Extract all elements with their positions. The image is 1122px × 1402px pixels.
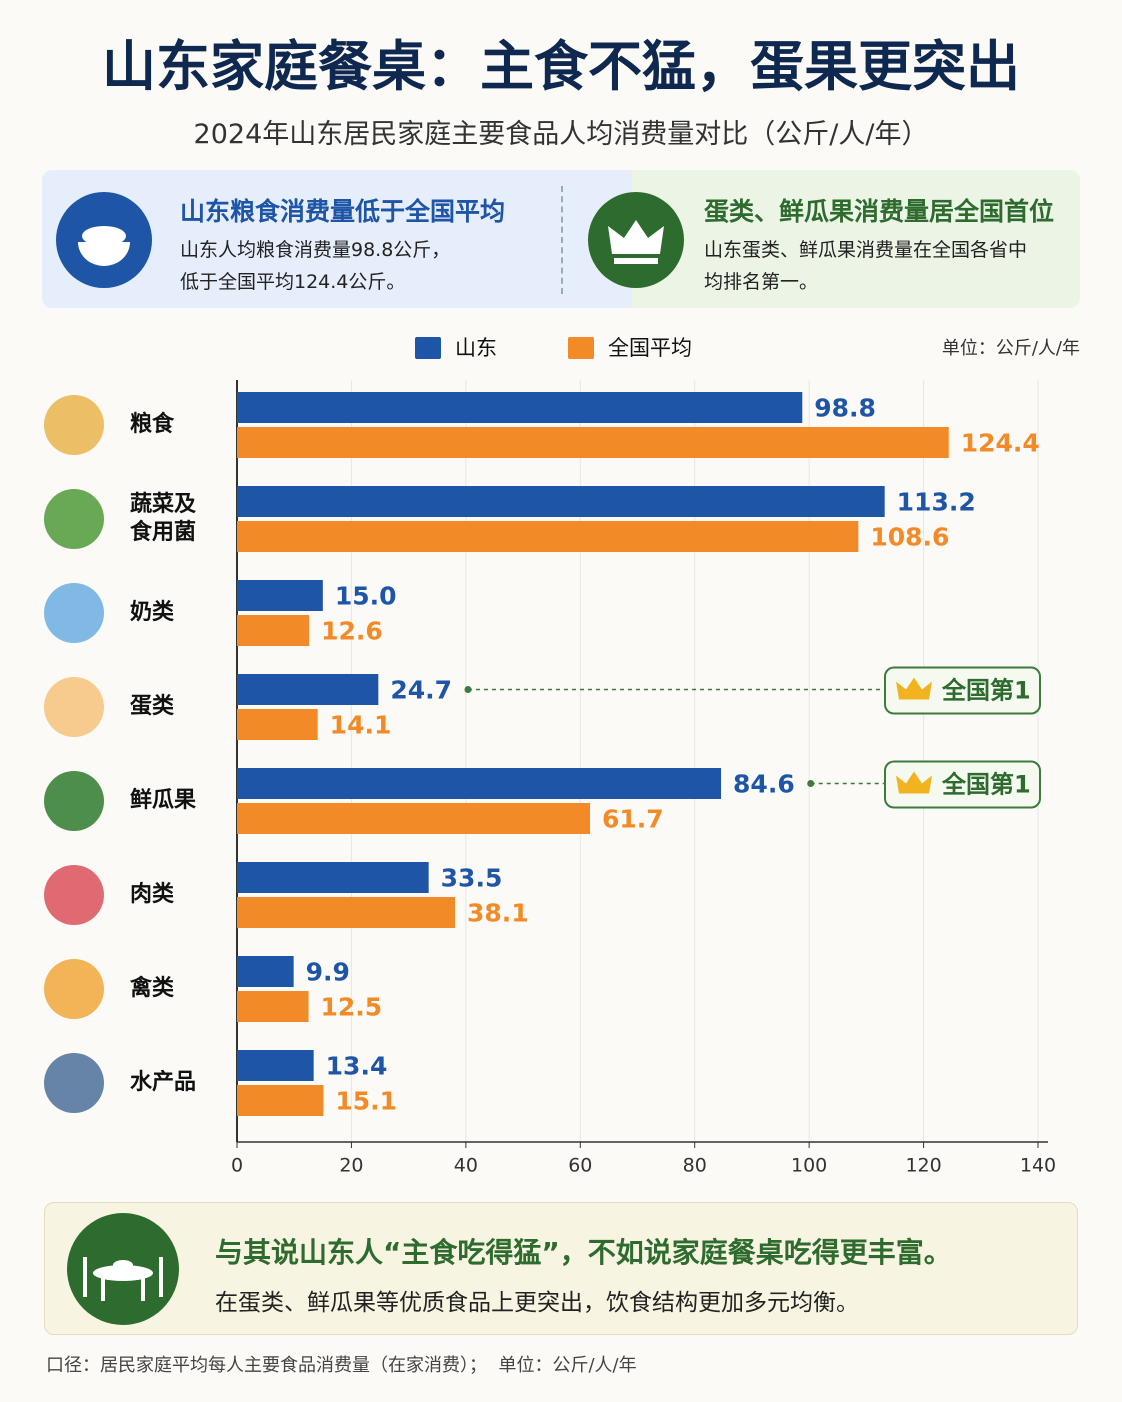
x-tick-label: 120 — [905, 1155, 941, 1177]
bar — [237, 1050, 314, 1081]
category-icon — [44, 395, 104, 455]
category-icon — [44, 865, 104, 925]
subtitle: 2024年山东居民家庭主要食品人均消费量对比（公斤/人/年） — [193, 119, 929, 150]
annotation-badge — [884, 760, 1041, 809]
icon — [56, 192, 152, 288]
value-label: 61.7 — [602, 805, 664, 834]
y-tick-label: 奶类 — [130, 600, 175, 625]
value-label: 15.0 — [335, 582, 397, 611]
icon — [67, 1213, 179, 1325]
bar — [237, 803, 591, 834]
crown — [896, 771, 932, 794]
value-label: 9.9 — [306, 958, 350, 987]
bar — [237, 897, 455, 928]
y-tick-label: 蛋类 — [130, 694, 175, 719]
value-label: 108.6 — [870, 523, 949, 552]
annotation-badge — [884, 666, 1041, 715]
category-icon — [44, 1053, 104, 1113]
legend-label: 全国平均 — [608, 336, 692, 360]
value-label: 13.4 — [326, 1052, 388, 1081]
x-tick-label: 60 — [568, 1155, 592, 1177]
x-tick-label: 20 — [339, 1155, 363, 1177]
x-tick-label: 0 — [231, 1155, 243, 1177]
line: 山东人均粮食消费量98.8公斤， — [180, 239, 451, 261]
legend-swatch — [568, 337, 594, 359]
x-tick-label: 40 — [454, 1155, 478, 1177]
bar — [237, 1085, 324, 1116]
conclusion-box: 与其说山东人“主食吃得猛”，不如说家庭餐桌吃得更丰富。 在蛋类、鲜瓜果等优质食品… — [44, 1202, 1078, 1335]
category-icon — [44, 677, 104, 737]
bar — [237, 674, 379, 705]
annotation-label: 全国第1 — [941, 771, 1031, 799]
card: 蛋类、鲜瓜果消费量居全国首位 山东蛋类、鲜瓜果消费量在全国各省中 均排名第一。 — [588, 170, 1080, 308]
bar — [237, 427, 949, 458]
bar — [237, 580, 323, 611]
footnote: 口径：居民家庭平均每人主要食品消费量（在家消费）； 单位：公斤/人/年 — [46, 1355, 637, 1376]
divider — [561, 186, 563, 294]
line: 山东蛋类、鲜瓜果消费量在全国各省中 — [704, 239, 1028, 261]
crown — [896, 677, 932, 700]
chart: 山东 全国平均 单位：公斤/人/年 0 20 40 60 80 100 120 140 98.8 124… — [0, 325, 1122, 1185]
value-label: 14.1 — [330, 711, 392, 740]
x-tick-label: 100 — [791, 1155, 827, 1177]
card-text: 山东人均粮食消费量98.8公斤， 低于全国平均124.4公斤。 — [180, 234, 450, 298]
legend-label: 山东 — [455, 336, 497, 360]
category-icon — [44, 771, 104, 831]
value-label: 15.1 — [335, 1087, 397, 1116]
value-label: 38.1 — [467, 899, 529, 928]
value-label: 24.7 — [390, 676, 452, 705]
bar — [237, 521, 859, 552]
card: 山东粮食消费量低于全国平均 山东人均粮食消费量98.8公斤， 低于全国平均124.… — [42, 170, 632, 308]
value-label: 124.4 — [961, 429, 1040, 458]
icon — [588, 192, 684, 288]
chart-svg: 山东 全国平均 单位：公斤/人/年 0 20 40 60 80 100 120 140 98.8 124… — [44, 336, 1080, 1177]
card-text: 山东蛋类、鲜瓜果消费量在全国各省中 均排名第一。 — [704, 234, 1027, 298]
bar — [237, 486, 885, 517]
y-tick-label: 蔬菜及食用菌 — [130, 492, 197, 545]
card-title: 蛋类、鲜瓜果消费量居全国首位 — [704, 197, 1055, 226]
category-icon — [44, 959, 104, 1019]
value-label: 33.5 — [441, 864, 503, 893]
legend-swatch — [415, 337, 441, 359]
title: 山东家庭餐桌：主食不猛，蛋果更突出 — [102, 35, 1020, 98]
value-label: 12.5 — [321, 993, 383, 1022]
unit: 单位：公斤/人/年 — [942, 338, 1080, 359]
conclusion-title: 与其说山东人“主食吃得猛”，不如说家庭餐桌吃得更丰富。 — [215, 1236, 952, 1269]
value-label: 113.2 — [897, 488, 976, 517]
y-tick-label: 肉类 — [130, 882, 175, 907]
value-label: 84.6 — [733, 770, 795, 799]
y-tick-label: 粮食 — [130, 412, 175, 437]
card-title: 山东粮食消费量低于全国平均 — [180, 197, 506, 226]
annotation-label: 全国第1 — [941, 677, 1031, 705]
conclusion-text: 在蛋类、鲜瓜果等优质食品上更突出，饮食结构更加多元均衡。 — [215, 1290, 859, 1316]
category-icon — [44, 583, 104, 643]
bar — [237, 862, 429, 893]
bar — [237, 768, 722, 799]
line: 低于全国平均124.4公斤。 — [180, 271, 406, 293]
bar — [237, 709, 318, 740]
y-tick-label: 水产品 — [130, 1070, 197, 1095]
category-icon — [44, 489, 104, 549]
bar — [237, 392, 803, 423]
line: 均排名第一。 — [704, 271, 819, 293]
value-label: 98.8 — [814, 394, 876, 423]
bar — [237, 956, 294, 987]
bar — [237, 991, 309, 1022]
y-tick-label: 禽类 — [130, 976, 175, 1001]
bar — [237, 615, 310, 646]
x-tick-label: 140 — [1020, 1155, 1056, 1177]
value-label: 12.6 — [321, 617, 383, 646]
x-tick-label: 80 — [683, 1155, 707, 1177]
y-tick-label: 鲜瓜果 — [130, 788, 197, 813]
